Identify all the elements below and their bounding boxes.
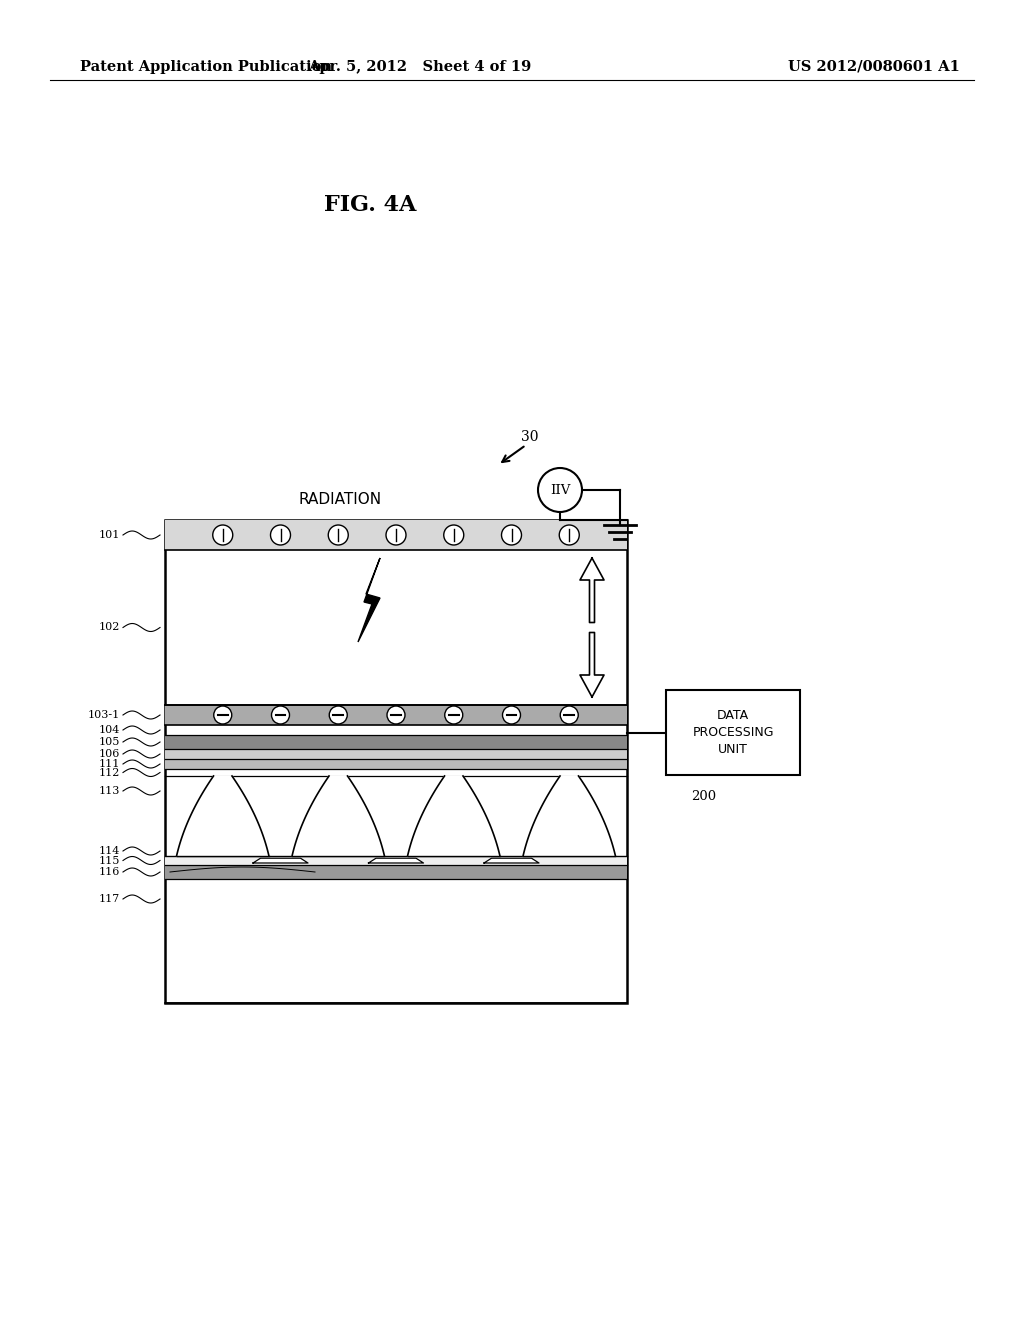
Text: IIV: IIV: [550, 483, 570, 496]
Text: 113: 113: [98, 785, 120, 796]
Text: US 2012/0080601 A1: US 2012/0080601 A1: [788, 59, 961, 74]
Polygon shape: [580, 632, 604, 697]
Bar: [165, 759, 627, 770]
Polygon shape: [484, 858, 539, 863]
Text: DATA
PROCESSING
UNIT: DATA PROCESSING UNIT: [692, 709, 774, 756]
Circle shape: [560, 706, 579, 723]
Text: 116: 116: [98, 867, 120, 876]
Text: 117: 117: [98, 894, 120, 904]
Bar: [165, 855, 627, 865]
Bar: [666, 690, 800, 775]
Text: Apr. 5, 2012   Sheet 4 of 19: Apr. 5, 2012 Sheet 4 of 19: [308, 59, 531, 74]
Circle shape: [502, 525, 521, 545]
Bar: [165, 865, 627, 879]
Bar: [165, 705, 627, 725]
Text: 114: 114: [98, 846, 120, 855]
Polygon shape: [253, 858, 308, 863]
Circle shape: [444, 706, 463, 723]
Bar: [165, 735, 627, 748]
Circle shape: [213, 525, 232, 545]
Text: 104: 104: [98, 725, 120, 735]
Polygon shape: [358, 558, 380, 642]
Polygon shape: [292, 776, 384, 855]
Text: 101: 101: [98, 531, 120, 540]
Bar: [165, 748, 627, 759]
Circle shape: [271, 706, 290, 723]
Bar: [165, 520, 627, 1003]
Text: 111: 111: [98, 759, 120, 770]
Circle shape: [559, 525, 580, 545]
Circle shape: [538, 469, 582, 512]
Circle shape: [270, 525, 291, 545]
Polygon shape: [523, 776, 615, 855]
Circle shape: [330, 706, 347, 723]
Text: 115: 115: [98, 855, 120, 866]
Polygon shape: [176, 776, 269, 855]
Circle shape: [386, 525, 406, 545]
Bar: [165, 520, 627, 550]
Text: Patent Application Publication: Patent Application Publication: [80, 59, 332, 74]
Text: FIG. 4A: FIG. 4A: [324, 194, 416, 216]
Text: 102: 102: [98, 623, 120, 632]
Circle shape: [503, 706, 520, 723]
Circle shape: [214, 706, 231, 723]
Polygon shape: [369, 858, 424, 863]
Text: 106: 106: [98, 748, 120, 759]
Circle shape: [443, 525, 464, 545]
Circle shape: [387, 706, 406, 723]
Polygon shape: [408, 776, 500, 855]
Text: 103-1: 103-1: [88, 710, 120, 719]
Text: 105: 105: [98, 737, 120, 747]
Circle shape: [329, 525, 348, 545]
Text: 112: 112: [98, 767, 120, 777]
Text: 200: 200: [691, 789, 716, 803]
Text: 30: 30: [521, 430, 539, 444]
Polygon shape: [580, 558, 604, 623]
Text: RADIATION: RADIATION: [298, 492, 382, 507]
